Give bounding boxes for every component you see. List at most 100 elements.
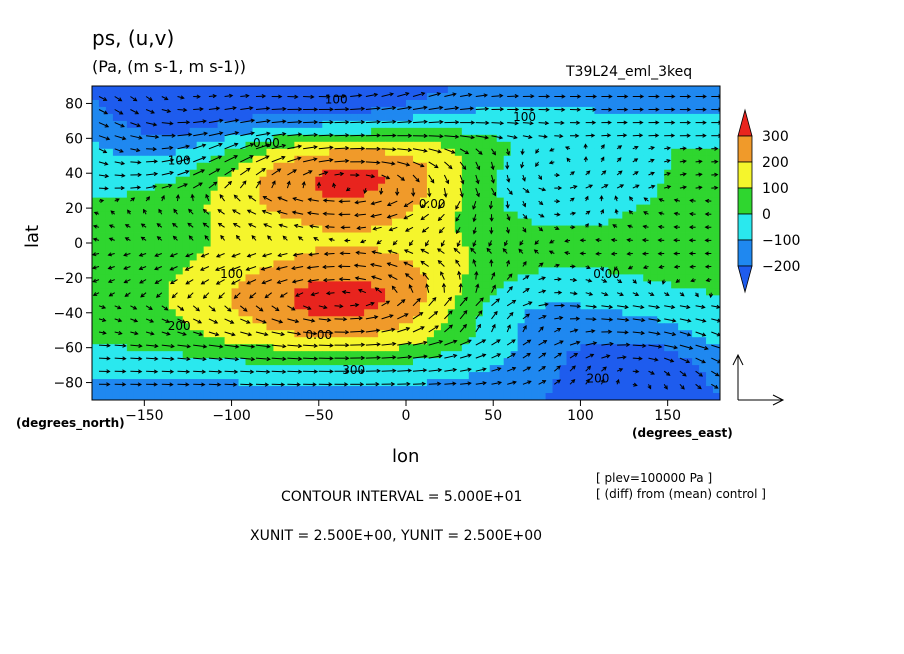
field-cell [685, 162, 693, 171]
field-cell [189, 267, 198, 275]
wind-arrow [688, 225, 696, 230]
field-cell [315, 309, 323, 317]
wind-arrow [215, 279, 225, 285]
field-cell [92, 106, 100, 115]
field-cell [601, 155, 609, 164]
field-cell [182, 267, 191, 275]
wind-arrow [648, 158, 655, 163]
field-cell [510, 113, 519, 122]
wind-arrow [554, 226, 560, 230]
field-cell [608, 141, 616, 150]
field-cell [580, 197, 588, 206]
field-cell [629, 141, 637, 150]
wind-arrow [334, 94, 347, 99]
field-cell [189, 309, 198, 317]
field-cell [385, 379, 393, 387]
field-cell [238, 393, 246, 400]
field-cell [266, 204, 274, 212]
field-cell [350, 183, 358, 192]
field-cell [524, 204, 532, 212]
field-cell [657, 295, 665, 303]
field-cell [154, 106, 163, 115]
field-cell [203, 267, 212, 275]
field-cell [112, 358, 121, 366]
wind-arrow [177, 331, 187, 336]
wind-arrow [554, 315, 564, 321]
field-cell [468, 302, 477, 310]
field-cell [266, 155, 274, 164]
field-cell [343, 386, 351, 394]
field-cell [399, 106, 407, 115]
field-cell [245, 225, 253, 233]
field-cell [301, 169, 309, 178]
field-cell [322, 99, 330, 108]
wind-arrow [549, 239, 555, 244]
field-cell [489, 358, 498, 366]
field-cell [238, 211, 246, 219]
field-cell [105, 127, 114, 136]
field-cell [329, 288, 337, 296]
field-cell [350, 267, 358, 275]
field-cell [510, 106, 519, 115]
run-id-label: T39L24_eml_3keq [566, 64, 693, 80]
field-cell [552, 190, 560, 199]
field-cell [119, 120, 128, 129]
field-cell [182, 99, 191, 108]
field-cell [224, 211, 232, 219]
field-cell [336, 86, 344, 94]
field-cell [412, 316, 421, 324]
field-cell [238, 183, 246, 192]
wind-arrow [459, 148, 470, 155]
wind-arrow [648, 357, 659, 362]
field-cell [601, 295, 609, 303]
field-cell [399, 358, 407, 366]
field-cell [475, 253, 484, 261]
field-cell [301, 86, 309, 94]
field-cell [350, 246, 358, 254]
field-cell [468, 204, 477, 212]
field-cell [252, 316, 260, 324]
field-cell [706, 120, 714, 129]
field-cell [203, 218, 212, 226]
field-cell [454, 162, 463, 171]
wind-arrow [616, 292, 624, 297]
wind-arrow [381, 147, 397, 152]
field-cell [629, 99, 637, 108]
field-cell [538, 134, 546, 143]
field-cell [685, 365, 693, 373]
field-cell [147, 169, 156, 178]
field-cell [580, 211, 588, 219]
field-cell [636, 253, 644, 261]
wind-arrow [475, 135, 490, 140]
field-cell [140, 267, 149, 275]
field-cell [280, 183, 288, 192]
wind-arrow [695, 172, 703, 177]
field-cell [224, 260, 232, 268]
field-cell [357, 148, 365, 157]
wind-arrow [459, 339, 472, 346]
field-cell [587, 330, 595, 338]
field-cell [608, 295, 616, 303]
wind-arrow [459, 187, 464, 198]
wind-arrow [522, 287, 530, 294]
wind-arrow [224, 106, 237, 111]
field-cell [336, 246, 344, 254]
field-cell [385, 120, 393, 129]
field-cell [468, 92, 477, 101]
field-cell [392, 106, 400, 115]
field-cell [650, 358, 658, 366]
field-cell [217, 379, 225, 387]
field-cell [329, 309, 337, 317]
field-cell [454, 386, 463, 394]
field-cell [594, 386, 602, 394]
field-cell [587, 127, 595, 136]
field-cell [98, 148, 107, 157]
field-cell [524, 288, 532, 296]
field-cell [699, 372, 707, 380]
wind-arrow [472, 214, 477, 223]
field-cell [650, 218, 658, 226]
field-cell [280, 134, 288, 143]
field-cell [475, 309, 484, 317]
field-cell [482, 218, 491, 226]
wind-arrow [502, 247, 508, 254]
